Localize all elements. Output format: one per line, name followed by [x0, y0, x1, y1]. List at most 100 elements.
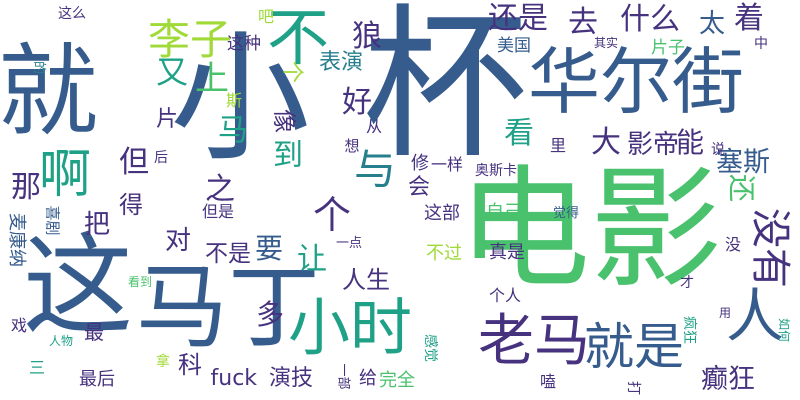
word-cloud-word: 修 — [411, 153, 429, 174]
word-cloud-word: 看 — [504, 116, 534, 151]
word-cloud-word: 就是 — [584, 318, 684, 376]
word-cloud-word: 什么 — [620, 2, 680, 37]
word-cloud-word: 最后 — [79, 369, 115, 390]
word-cloud-word: 一部 — [335, 362, 351, 390]
word-cloud-word: 中 — [754, 36, 768, 52]
word-cloud-word: 好 — [342, 85, 372, 120]
word-cloud-word: 嗑 — [540, 372, 557, 391]
word-cloud-word: 与 — [354, 145, 397, 194]
word-cloud-word: 片 — [156, 107, 179, 132]
word-cloud-word: 人 — [726, 282, 785, 350]
word-cloud-word: 奥斯卡 — [475, 163, 517, 179]
word-cloud-word: 用 — [719, 306, 732, 320]
word-cloud-word: 马 — [218, 113, 248, 148]
word-cloud-word: 个 — [313, 193, 352, 237]
word-cloud-word: 着 — [734, 1, 764, 36]
word-cloud-word: 感觉 — [422, 334, 438, 362]
word-cloud-word: 才 — [680, 275, 694, 291]
word-cloud-word: 把 — [84, 210, 111, 240]
word-cloud-word: 说 — [711, 142, 725, 158]
word-cloud-word: 看到 — [128, 275, 153, 289]
word-cloud-word: 吧 — [258, 7, 275, 26]
word-cloud-word: 人物 — [49, 334, 74, 348]
word-cloud-word: 老马 — [478, 309, 590, 374]
word-cloud-word: 但是 — [202, 202, 235, 221]
word-cloud-word: 其实 — [594, 36, 619, 50]
word-cloud-word: 大 — [591, 125, 621, 160]
word-cloud-word: 让 — [297, 242, 327, 277]
word-cloud-word: 之 — [205, 172, 235, 207]
word-cloud-word: 影帝 — [627, 130, 680, 160]
word-cloud-word: 人生 — [342, 266, 390, 294]
word-cloud-word: 但 — [119, 145, 149, 180]
word-cloud-word: 科 — [178, 351, 202, 379]
word-cloud-word: fuck — [210, 366, 258, 391]
word-cloud-word: 的 — [30, 60, 46, 74]
word-cloud-word: 这么 — [58, 6, 86, 22]
word-cloud-word: 电影 — [458, 153, 722, 307]
word-cloud-word: 华尔街 — [528, 40, 745, 124]
word-cloud-word: 太 — [699, 9, 726, 39]
word-cloud-word: 疯狂 — [681, 316, 697, 344]
word-cloud-word: 塞斯 — [716, 146, 770, 178]
word-cloud-word: 真是 — [489, 242, 525, 263]
word-cloud-word: 没 — [725, 235, 742, 254]
word-cloud-word: 对 — [165, 226, 192, 256]
word-cloud-word: 杯 — [362, 0, 528, 181]
word-cloud-word: 演技 — [269, 366, 314, 391]
word-cloud-word: 那 — [11, 170, 41, 205]
word-cloud-word: 就 — [0, 33, 98, 150]
word-cloud-word: 斯 — [226, 91, 243, 110]
word-cloud-word: 癫狂 — [701, 363, 755, 395]
word-cloud-word: 给 — [359, 368, 377, 389]
word-cloud-word: 小 — [170, 18, 311, 181]
word-cloud-word: 最 — [84, 320, 104, 344]
word-cloud-word: 李子 — [148, 15, 233, 64]
word-cloud-word: 拿 — [156, 354, 170, 370]
word-cloud-word: 去 — [568, 5, 598, 40]
word-cloud-word: 片子 — [651, 37, 685, 58]
word-cloud-word: 狼 — [352, 19, 382, 54]
word-cloud-word: 又 — [156, 53, 189, 91]
word-cloud-word: 马丁 — [136, 254, 321, 361]
word-cloud-word: 啊 — [39, 145, 92, 205]
word-cloud-word: 会 — [408, 175, 431, 200]
word-cloud-word: 能 — [676, 126, 705, 159]
word-cloud-word: 上 — [195, 59, 229, 99]
word-cloud-word: 像 — [270, 109, 298, 133]
word-cloud-word: 觉得 — [553, 205, 580, 221]
word-cloud-word: 要 — [255, 232, 284, 265]
word-cloud-word: 三 — [29, 358, 46, 377]
word-cloud-word: 这种 — [227, 33, 261, 54]
word-cloud-word: 小时 — [288, 291, 413, 364]
word-cloud-word: 美国 — [497, 35, 531, 56]
word-cloud-word: 麦康纳 — [6, 213, 27, 267]
word-cloud-word: 这 — [23, 222, 133, 350]
word-cloud-word: 多 — [256, 298, 285, 331]
word-cloud-word: 戏 — [11, 316, 28, 335]
word-cloud-word: 这部 — [424, 203, 460, 224]
word-cloud-word: 还 — [725, 173, 759, 203]
word-cloud-word: 个 — [279, 60, 305, 84]
word-cloud-word: 想 — [344, 136, 360, 155]
word-cloud-word: 如何 — [777, 317, 792, 343]
word-cloud-word: 个人 — [489, 286, 522, 305]
word-cloud-word: 表演 — [319, 50, 364, 75]
word-cloud-word: 不过 — [426, 243, 462, 264]
word-cloud-word: 里 — [550, 136, 567, 155]
word-cloud-word: 自己 — [486, 202, 522, 223]
word-cloud-word: 一点 — [336, 235, 363, 251]
word-cloud-word: 喜剧 — [43, 204, 62, 236]
word-cloud-word: 完全 — [379, 370, 415, 391]
word-cloud-word: 不 — [267, 1, 330, 74]
word-cloud-word: 不是 — [205, 240, 251, 267]
word-cloud-word: 得 — [119, 191, 143, 219]
word-cloud-word: 没有 — [747, 208, 793, 288]
word-cloud-word: 后 — [154, 150, 168, 166]
word-cloud-word: 到 — [273, 138, 303, 173]
word-cloud-word: 一样 — [431, 155, 464, 174]
word-cloud-word: 打 — [625, 381, 641, 395]
word-cloud-word: 还是 — [488, 1, 548, 36]
word-cloud-word: 从 — [366, 117, 383, 136]
